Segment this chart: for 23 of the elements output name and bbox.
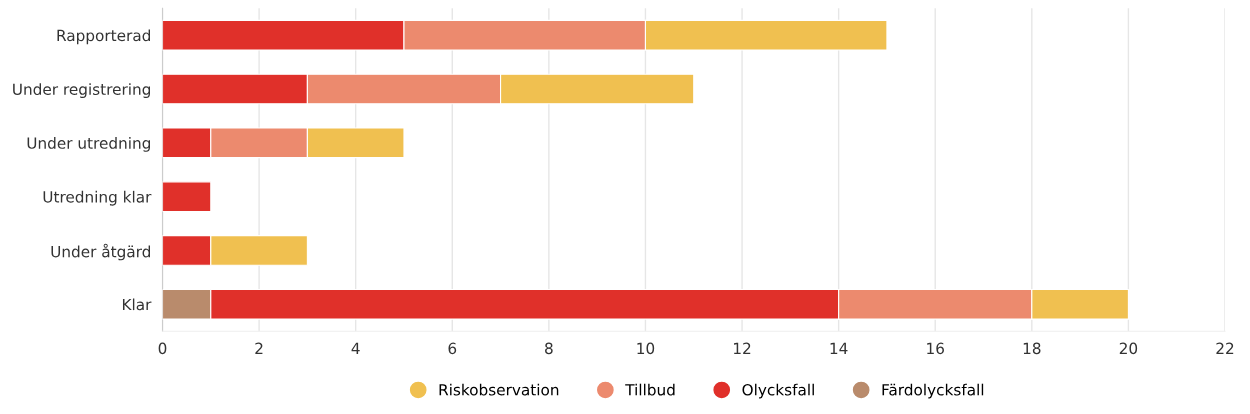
x-tick-label: 14 [830, 342, 848, 354]
x-tick-label: 16 [927, 342, 944, 355]
x-tick-label: 4 [351, 342, 360, 354]
y-tick-label: Under utredning [27, 137, 150, 152]
x-tick-label: 10 [637, 342, 655, 355]
x-tick-label: 22 [1216, 342, 1234, 354]
legend-label: Färdolycksfall [882, 383, 984, 399]
x-tick-label: 2 [255, 342, 263, 354]
y-tick-label: Utredning klar [43, 190, 152, 206]
legend-label: Olycksfall [742, 383, 814, 399]
x-tick-label: 12 [734, 342, 751, 354]
x-tick-label: 0 [158, 342, 167, 355]
x-tick-label: 20 [1119, 342, 1138, 355]
legend-label: Riskobservation [439, 383, 559, 396]
y-tick-label: Rapporterad [57, 29, 150, 45]
x-tick-label: 6 [448, 342, 457, 355]
y-tick-label: Under registrering [13, 83, 150, 98]
bar [162, 181, 212, 213]
x-tick-label: 18 [1023, 342, 1041, 355]
legend-label: Tillbud [625, 383, 675, 396]
y-tick-label: Under åtgärd [51, 243, 150, 261]
y-tick-label: Klar [122, 298, 152, 311]
x-tick-label: 8 [545, 342, 553, 355]
